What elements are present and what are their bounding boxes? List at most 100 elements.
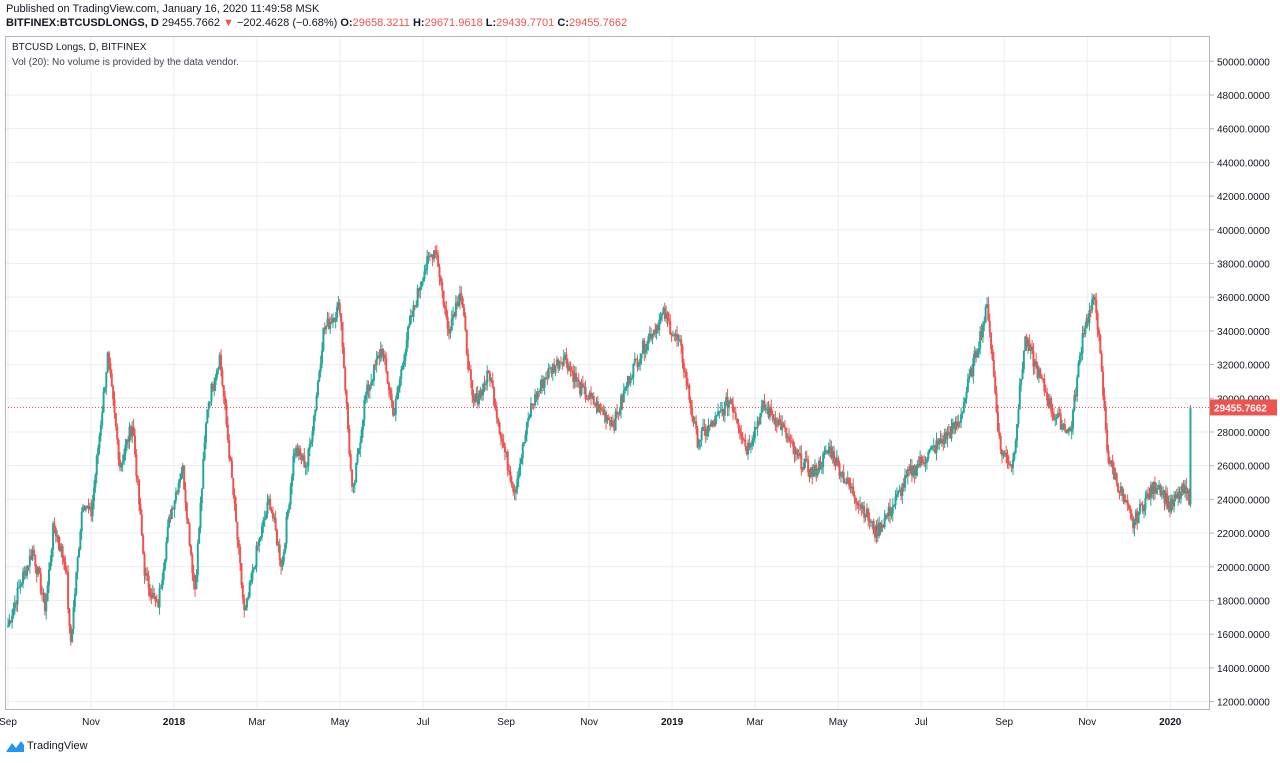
candle-body bbox=[224, 396, 227, 405]
candle-body bbox=[454, 302, 457, 317]
price-axis[interactable] bbox=[1210, 36, 1280, 710]
candle-body bbox=[726, 396, 729, 409]
candle-body bbox=[1104, 407, 1107, 430]
price-tick-label: 40000.0000 bbox=[1217, 226, 1270, 237]
candle-body bbox=[435, 252, 438, 256]
candle-body bbox=[781, 423, 784, 430]
candle-body bbox=[805, 458, 808, 461]
candle-body bbox=[686, 385, 689, 387]
plot-area[interactable] bbox=[5, 36, 1210, 710]
candle-body bbox=[441, 282, 444, 291]
candle-body bbox=[740, 432, 743, 437]
candle-body bbox=[573, 372, 576, 382]
price-tick-label: 20000.0000 bbox=[1217, 563, 1270, 574]
price-tick-label: 38000.0000 bbox=[1217, 259, 1270, 270]
candle-body bbox=[818, 460, 821, 472]
candle-body bbox=[39, 573, 42, 593]
symbol-label[interactable]: BITFINEX:BTCUSDLONGS, D bbox=[6, 17, 159, 29]
candle-body bbox=[9, 620, 12, 623]
candle-body bbox=[412, 305, 415, 318]
candle-body bbox=[1181, 484, 1184, 492]
candle-body bbox=[117, 439, 120, 460]
candle-body bbox=[289, 486, 292, 505]
candle-body bbox=[1106, 429, 1109, 451]
candle-body bbox=[389, 390, 392, 395]
candle-body bbox=[299, 448, 302, 456]
candle-body bbox=[1107, 450, 1110, 463]
candle-body bbox=[917, 464, 920, 467]
price-tick-label: 32000.0000 bbox=[1217, 361, 1270, 372]
candle-body bbox=[902, 483, 905, 488]
candle-body bbox=[372, 364, 375, 381]
candle-body bbox=[1110, 460, 1113, 464]
candle-body bbox=[80, 511, 83, 532]
candle-body bbox=[752, 438, 755, 441]
candle-body bbox=[381, 348, 384, 357]
candle-body bbox=[636, 359, 639, 367]
candle-body bbox=[127, 439, 130, 442]
candle-body bbox=[501, 438, 504, 442]
candle-body bbox=[346, 404, 349, 429]
candle-body bbox=[402, 360, 405, 365]
candle-body bbox=[331, 318, 334, 323]
candle-body bbox=[1112, 468, 1115, 479]
candle-body bbox=[861, 505, 864, 509]
candle-body bbox=[169, 516, 172, 520]
candle-body bbox=[1091, 299, 1094, 311]
candle-body bbox=[1025, 336, 1028, 347]
candle-body bbox=[773, 417, 776, 420]
candle-body bbox=[310, 441, 313, 445]
candle-body bbox=[1014, 440, 1017, 453]
candle-body bbox=[35, 566, 38, 575]
candle-body bbox=[591, 396, 594, 398]
candle-body bbox=[327, 318, 330, 329]
candle-body bbox=[745, 446, 748, 455]
candle-body bbox=[1033, 361, 1036, 367]
candle-body bbox=[1001, 449, 1004, 456]
candle-body bbox=[983, 322, 986, 326]
candle-body bbox=[1067, 427, 1070, 430]
candle-body bbox=[187, 519, 190, 524]
candle-body bbox=[196, 543, 199, 576]
candle-body bbox=[879, 522, 882, 533]
candle-body bbox=[291, 476, 294, 487]
candle-body bbox=[278, 544, 281, 560]
candle-body bbox=[1159, 484, 1162, 496]
candle-body bbox=[823, 452, 826, 454]
candle-body bbox=[529, 403, 532, 417]
candle-body bbox=[625, 387, 628, 389]
candle-body bbox=[692, 416, 695, 424]
candle-body bbox=[998, 431, 1001, 436]
tradingview-footer[interactable]: TradingView bbox=[6, 739, 88, 753]
candle-body bbox=[121, 461, 124, 464]
legend-title: BTCUSD Longs, D, BITFINEX bbox=[12, 42, 147, 53]
candle-body bbox=[994, 376, 997, 394]
candle-body bbox=[688, 385, 691, 400]
candle-body bbox=[700, 430, 703, 440]
candle-body bbox=[22, 572, 25, 584]
candle-body bbox=[174, 491, 177, 501]
candle-body bbox=[544, 377, 547, 380]
candle-body bbox=[1156, 487, 1159, 489]
candle-body bbox=[183, 465, 186, 490]
candle-body bbox=[281, 561, 284, 567]
candle-body bbox=[17, 587, 20, 589]
candle-body bbox=[611, 420, 614, 427]
candle-body bbox=[120, 463, 123, 468]
candle-body bbox=[221, 370, 224, 386]
candle-body bbox=[1119, 486, 1122, 492]
candle-body bbox=[555, 359, 558, 366]
candle-body bbox=[296, 447, 299, 456]
candle-body bbox=[824, 450, 827, 453]
candle-body bbox=[1125, 500, 1128, 502]
candle-body bbox=[964, 398, 967, 403]
candle-body bbox=[285, 516, 288, 544]
candle-body bbox=[245, 598, 248, 608]
candle-body bbox=[90, 507, 93, 517]
candle-body bbox=[292, 456, 295, 477]
candle-body bbox=[891, 506, 894, 514]
candle-body bbox=[271, 512, 274, 519]
candle-body bbox=[465, 330, 468, 354]
candle-body bbox=[538, 391, 541, 393]
